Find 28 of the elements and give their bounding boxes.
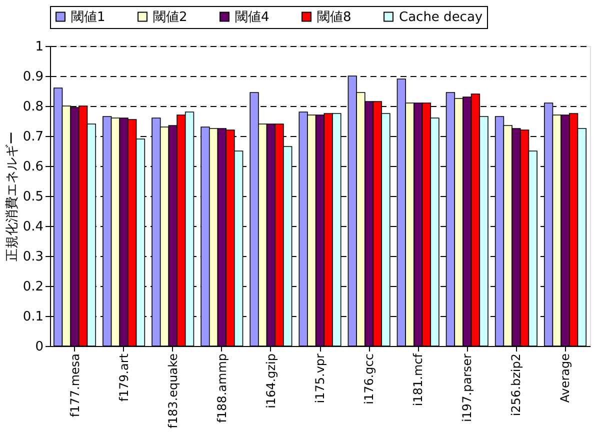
y-tick-label: 0.2 [22, 280, 44, 294]
x-tick-label: i164.gzip [264, 354, 278, 408]
y-tick-label: 0.6 [22, 160, 44, 174]
y-tick-label: 1 [35, 40, 44, 54]
y-tick-label: 0.9 [22, 70, 44, 84]
x-tick-label: Average [558, 354, 572, 403]
y-tick-label: 0.3 [22, 250, 44, 264]
y-axis-title: 正規化消費エネルギー [4, 132, 20, 262]
x-tick-label: i197.parser [460, 353, 474, 422]
x-tick-label: i175.vpr [313, 353, 327, 404]
legend-label: 閾値4 [235, 10, 270, 25]
x-tick-label: f188.ammp [214, 354, 229, 423]
x-tick-label: f183.equake [166, 354, 180, 428]
legend-label: Cache decay [399, 10, 483, 25]
x-tick-label: i256.bzip2 [509, 354, 524, 416]
y-tick-label: 0.5 [22, 190, 44, 204]
legend-label: 閾値8 [317, 10, 352, 25]
y-tick-label: 0.7 [22, 130, 44, 144]
legend-label: 閾値2 [153, 10, 188, 25]
x-tick-label: i176.gcc [362, 354, 376, 404]
y-tick-label: 0.4 [22, 220, 44, 234]
x-tick-label: f177.mesa [68, 354, 82, 418]
x-tick-label: i181.mcf [411, 352, 426, 406]
y-tick-label: 0.1 [22, 310, 44, 324]
y-tick-label: 0.8 [22, 100, 44, 114]
legend-label: 閾値1 [71, 10, 106, 25]
x-tick-label: f179.art [116, 353, 131, 402]
y-tick-label: 0 [35, 340, 44, 354]
